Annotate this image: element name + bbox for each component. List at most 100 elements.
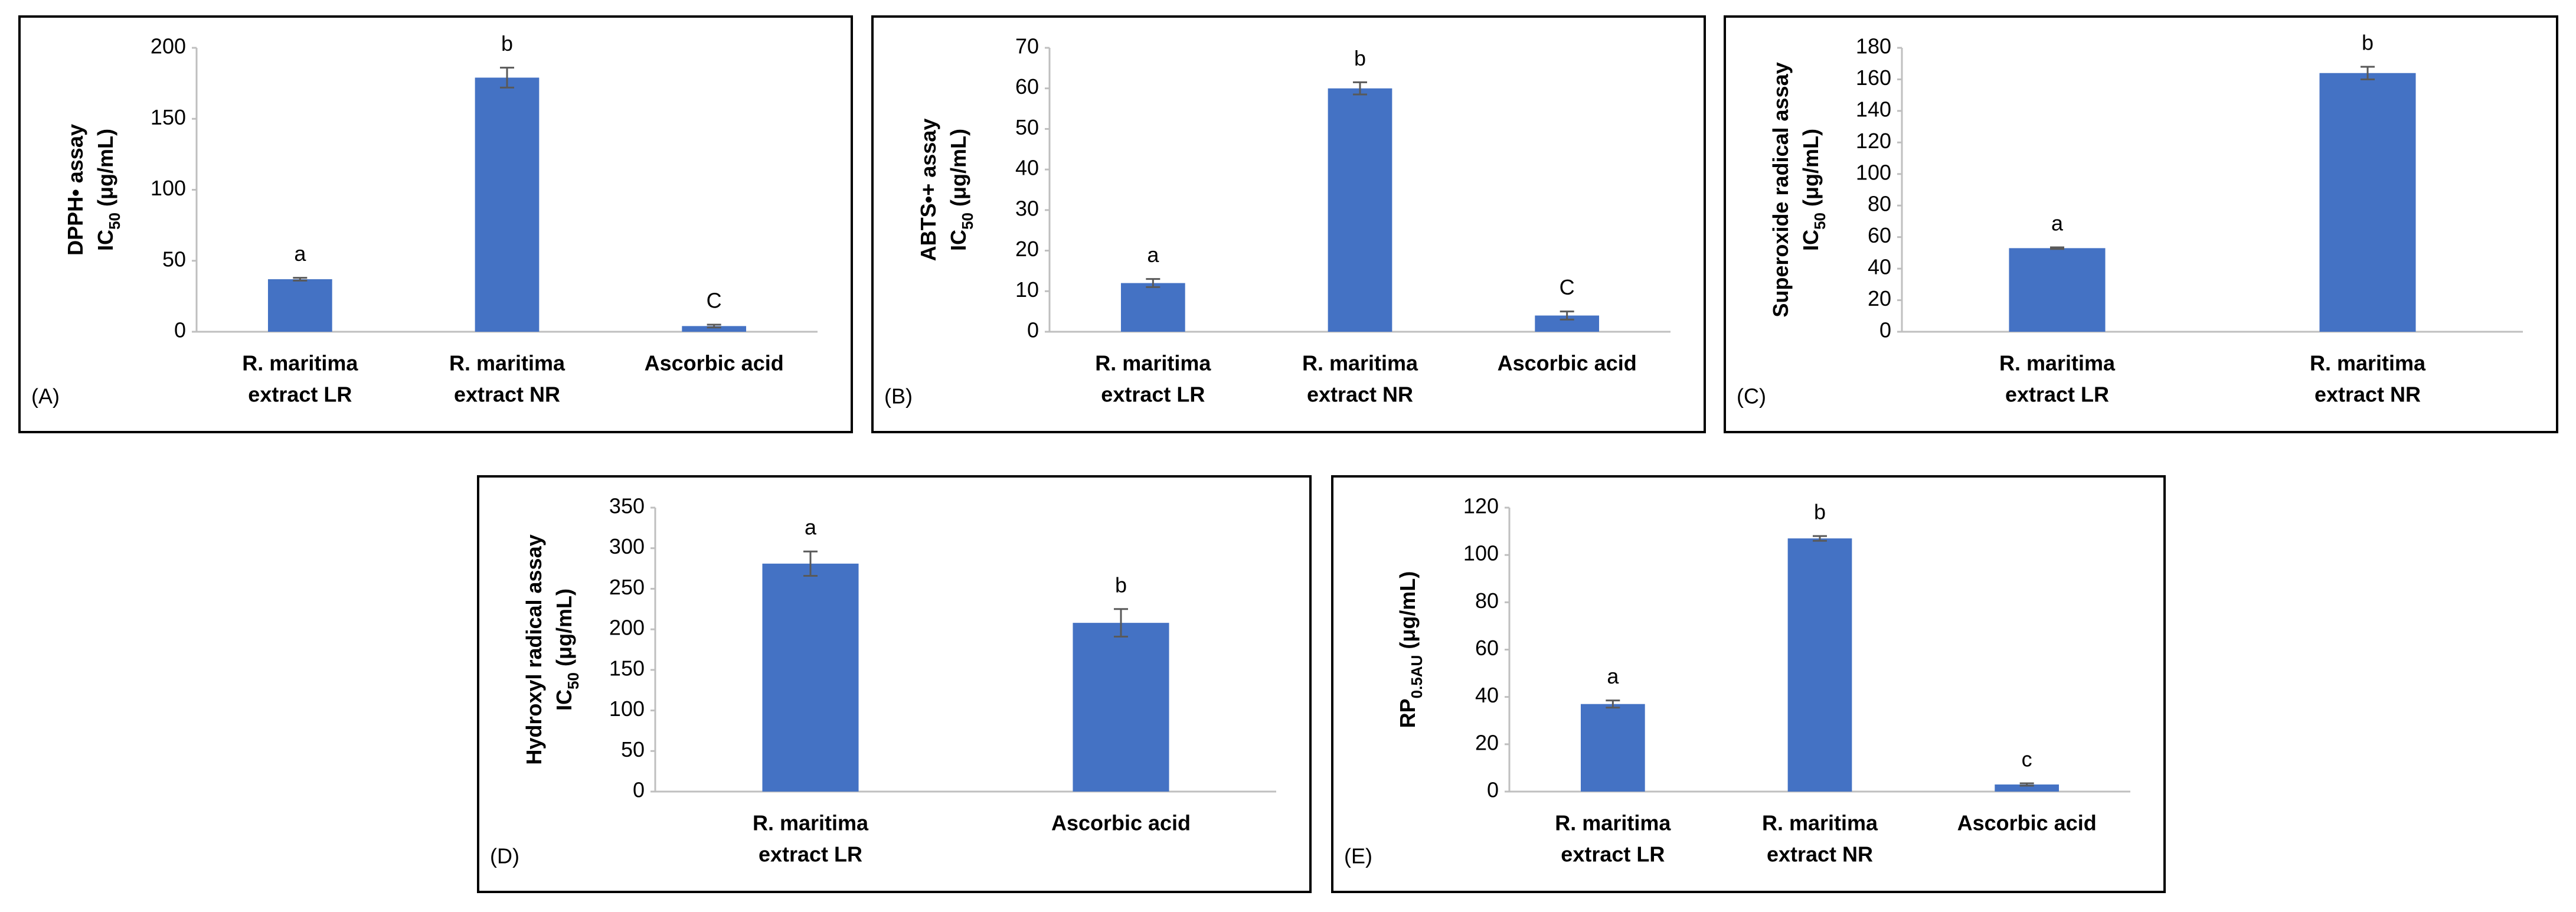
y-tick-label: 150: [151, 105, 186, 129]
error-bar: [2361, 66, 2375, 80]
y-tick-label: 0: [1487, 778, 1499, 802]
annotation: a: [2051, 211, 2064, 236]
y-tick-label: 200: [151, 34, 186, 58]
bar: [2009, 248, 2106, 332]
panel: (E) 0 20 40 60 80 100 120 a R. maritima extract LR…: [1331, 475, 2166, 893]
y-tick-label: 0: [1879, 318, 1891, 342]
x-tick-label: R. maritima: [2310, 351, 2426, 375]
y-tick-label: 80: [1475, 589, 1499, 613]
x-tick-label: extract NR: [454, 383, 560, 407]
y-axis-label: Hydroxyl radical assay: [522, 534, 546, 764]
y-axis-label-part: 50: [564, 672, 582, 689]
y-axis-label-part: IC: [93, 230, 117, 251]
y-tick-label: 60: [1475, 636, 1499, 660]
y-axis-label: IC50 (μg/mL): [1799, 129, 1829, 251]
x-tick-label: extract NR: [1307, 383, 1413, 407]
y-tick-label: 40: [1868, 255, 1891, 279]
x-tick-label: extract LR: [1561, 842, 1665, 867]
panel-label: (D): [490, 844, 519, 868]
annotation: b: [1814, 500, 1826, 524]
x-tick-label: extract LR: [248, 383, 352, 407]
y-axis-label-part: (μg/mL): [946, 129, 970, 213]
x-tick-label: R. maritima: [753, 811, 869, 835]
y-axis-label-part: Superoxide radical assay: [1768, 62, 1793, 317]
panel-label: (B): [884, 384, 913, 408]
x-tick-label: R. maritima: [1095, 351, 1211, 375]
annotation: b: [1115, 573, 1127, 597]
error-bar: [1606, 699, 1620, 709]
x-tick-label: R. maritima: [242, 351, 358, 375]
panel-border: [18, 15, 853, 433]
y-tick-label: 50: [621, 737, 645, 761]
y-axis-label: RP0.5AU (μg/mL): [1395, 571, 1426, 728]
y-tick-label: 40: [1015, 156, 1039, 180]
x-tick-label: extract NR: [1767, 842, 1873, 867]
y-axis-label-part: 50: [106, 213, 123, 230]
annotation: C: [1560, 275, 1575, 299]
bar: [1120, 283, 1185, 332]
annotation: a: [805, 515, 817, 540]
panel: (B) 0 10 20 30 40 50 60 70 a R. maritima extract LR…: [871, 15, 1706, 433]
annotation: a: [1607, 664, 1619, 688]
y-axis-label-part: (μg/mL): [1799, 129, 1823, 213]
y-tick-label: 50: [1015, 115, 1039, 139]
error-bar: [1560, 310, 1574, 321]
y-axis-label-part: 50: [959, 213, 976, 230]
panel: (D) 0 50 100 150 200 250 300 350 a R. maritima extr…: [477, 475, 1312, 893]
y-axis-label-part: RP: [1395, 698, 1420, 728]
panel-border: [1724, 15, 2558, 433]
y-axis-label-part: (μg/mL): [552, 589, 576, 672]
x-tick-label: R. maritima: [1302, 351, 1418, 375]
bar: [1073, 623, 1169, 792]
x-tick-label: R. maritima: [449, 351, 565, 375]
bar: [1328, 88, 1392, 332]
y-tick-label: 250: [609, 575, 645, 599]
y-tick-label: 0: [174, 318, 186, 342]
error-bar: [2019, 782, 2034, 787]
y-tick-label: 100: [609, 697, 645, 721]
y-axis-label: DPPH• assay: [63, 124, 87, 256]
bar: [1580, 704, 1645, 792]
y-tick-label: 0: [633, 778, 645, 802]
y-tick-label: 140: [1856, 97, 1891, 121]
y-axis-label-part: IC: [552, 689, 576, 711]
y-axis-label: IC50 (μg/mL): [93, 129, 123, 251]
panel-label: (E): [1344, 844, 1372, 868]
y-axis-label-part: IC: [946, 230, 970, 251]
y-tick-label: 80: [1868, 192, 1891, 216]
x-tick-label: R. maritima: [1999, 351, 2116, 375]
x-tick-label: R. maritima: [1762, 811, 1878, 835]
y-tick-label: 150: [609, 656, 645, 680]
error-bar: [1114, 608, 1128, 638]
y-tick-label: 0: [1027, 318, 1039, 342]
y-tick-label: 120: [1463, 494, 1499, 518]
panel-border: [477, 475, 1312, 893]
error-bar: [1813, 535, 1827, 542]
y-tick-label: 300: [609, 534, 645, 558]
panel-label: (C): [1737, 384, 1766, 408]
y-axis-label-part: ABTS•+ assay: [916, 119, 940, 261]
y-tick-label: 20: [1475, 730, 1499, 754]
y-tick-label: 20: [1015, 237, 1039, 261]
error-bar: [2050, 246, 2064, 250]
y-axis-label-part: 0.5AU: [1408, 655, 1426, 699]
y-tick-label: 30: [1015, 196, 1039, 220]
error-bar: [707, 323, 721, 329]
y-tick-label: 200: [609, 616, 645, 640]
y-tick-label: 100: [151, 176, 186, 200]
annotation: b: [1354, 46, 1366, 70]
y-tick-label: 100: [1463, 541, 1499, 565]
panel: (A) 0 50 100 150 200 a R. maritima extract LR b R.…: [18, 15, 853, 433]
bar: [1995, 784, 2060, 792]
y-axis-label: Superoxide radical assay: [1768, 62, 1793, 317]
bar: [682, 326, 747, 332]
bar: [1787, 538, 1852, 792]
panel: (C) 0 20 40 60 80 100 120 140 160 180 a R. maritima e…: [1724, 15, 2558, 433]
y-tick-label: 350: [609, 494, 645, 518]
panel-label: (A): [31, 384, 60, 408]
y-tick-label: 180: [1856, 34, 1891, 58]
y-axis-label-part: (μg/mL): [1395, 571, 1420, 655]
annotation: c: [2022, 747, 2032, 771]
error-bar: [1146, 278, 1160, 288]
bar: [475, 77, 540, 332]
